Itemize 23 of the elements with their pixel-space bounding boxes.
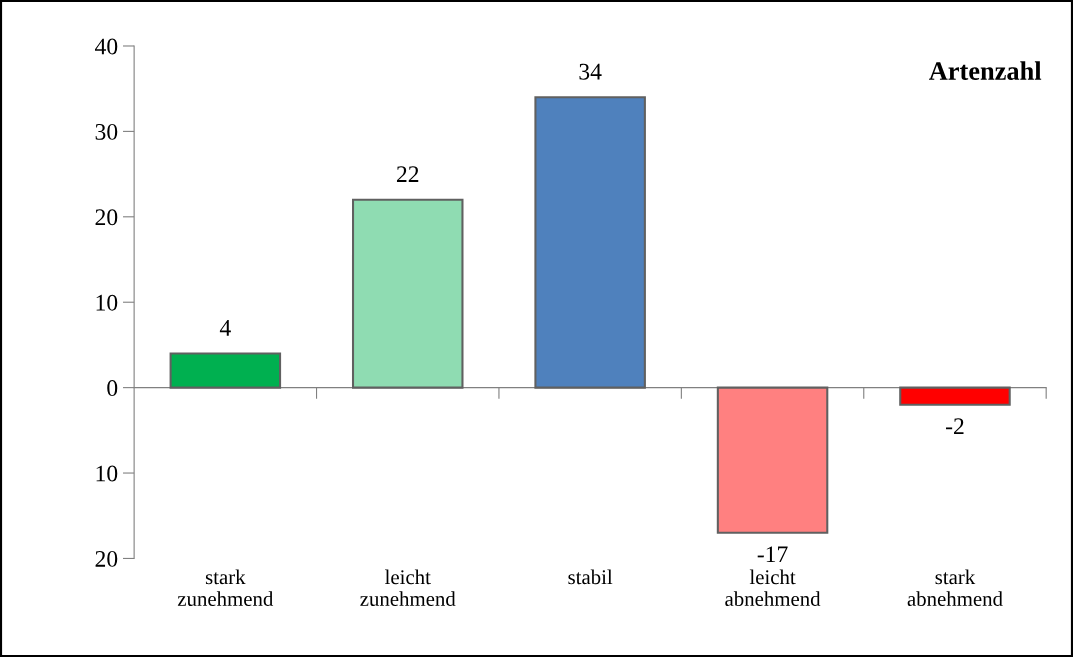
y-tick-label: 20: [95, 550, 118, 567]
chart-title: Artenzahl: [929, 61, 1042, 80]
bar: [351, 198, 464, 389]
y-tick-label: 20: [95, 209, 118, 226]
x-tick-label: stabil: [568, 569, 613, 585]
bar: [534, 96, 646, 389]
data-label: 4: [219, 320, 231, 336]
x-tick-label: stark zunehmend: [177, 569, 274, 607]
bar: [169, 352, 282, 389]
x-tick-label: leicht abnehmend: [725, 569, 821, 607]
bar: [716, 386, 829, 534]
x-tick-label: stark abnehmend: [907, 569, 1003, 607]
data-label: -17: [757, 546, 788, 563]
y-tick-label: 0: [107, 380, 118, 397]
data-label: 22: [396, 166, 419, 182]
y-tick-label: 30: [95, 123, 118, 140]
bar: [899, 386, 1011, 406]
x-tick-label: leicht zunehmend: [360, 569, 456, 607]
data-label: -2: [946, 418, 964, 434]
y-tick-label: 40: [95, 38, 118, 55]
data-label: 34: [579, 63, 602, 80]
y-tick-label: 10: [96, 294, 118, 311]
y-tick-label: 10: [96, 465, 118, 482]
